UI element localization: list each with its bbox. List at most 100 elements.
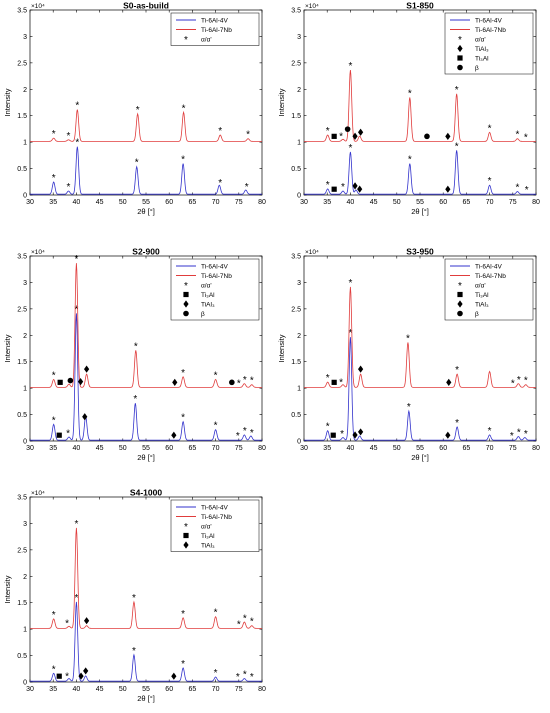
peak-marker bbox=[56, 432, 62, 438]
legend-marker bbox=[457, 310, 463, 317]
legend-marker bbox=[457, 44, 463, 53]
x-tick-label: 60 bbox=[439, 199, 447, 206]
y-exponent-label: ×10⁴ bbox=[31, 249, 45, 256]
peak-marker: * bbox=[134, 341, 138, 352]
peak-marker: * bbox=[218, 126, 222, 137]
peak-marker: * bbox=[181, 155, 185, 166]
y-tick-label: 0 bbox=[23, 680, 27, 687]
y-tick-label: 3.5 bbox=[17, 254, 27, 261]
x-tick-label: 80 bbox=[258, 199, 266, 206]
y-tick-label: 0.5 bbox=[291, 412, 301, 419]
peak-marker bbox=[352, 431, 358, 439]
peak-marker: * bbox=[74, 519, 78, 530]
peak-marker: * bbox=[488, 123, 492, 134]
legend-label: Ti₃Al bbox=[201, 292, 215, 299]
peak-marker: * bbox=[52, 370, 56, 381]
x-tick-label: 60 bbox=[439, 445, 447, 452]
peak-marker: * bbox=[74, 593, 78, 604]
peak-marker bbox=[352, 182, 358, 190]
x-tick-label: 30 bbox=[26, 445, 34, 452]
peak-marker: * bbox=[65, 619, 69, 630]
y-axis-label: Intensity bbox=[3, 88, 12, 116]
x-tick-label: 60 bbox=[165, 445, 173, 452]
x-tick-label: 70 bbox=[212, 199, 220, 206]
y-tick-label: 1.5 bbox=[291, 359, 301, 366]
peak-marker: * bbox=[348, 143, 352, 154]
peak-marker: * bbox=[52, 610, 56, 621]
x-tick-label: 70 bbox=[486, 445, 494, 452]
peak-marker: * bbox=[250, 376, 254, 387]
peak-marker: * bbox=[408, 88, 412, 99]
legend-label: Ti-6Al-7Nb bbox=[201, 27, 232, 34]
legend-marker: * bbox=[458, 35, 462, 46]
peak-marker: * bbox=[237, 378, 241, 389]
x-tick-label: 35 bbox=[49, 199, 57, 206]
legend-marker bbox=[183, 541, 189, 549]
series-line-0 bbox=[30, 313, 262, 441]
x-tick-label: 35 bbox=[323, 445, 331, 452]
peak-marker bbox=[358, 428, 364, 436]
legend-marker: * bbox=[458, 281, 462, 292]
peak-marker: * bbox=[66, 429, 70, 440]
series-line-0 bbox=[304, 150, 536, 195]
legend-marker: * bbox=[184, 35, 188, 46]
legend-label: Ti-6Al-4V bbox=[201, 505, 229, 512]
y-axis-label: Intensity bbox=[277, 334, 286, 362]
peak-marker bbox=[56, 673, 62, 679]
x-tick-label: 30 bbox=[26, 199, 34, 206]
peak-marker bbox=[84, 365, 90, 373]
x-tick-label: 40 bbox=[73, 686, 81, 693]
legend: Ti-6Al-4V Ti-6Al-7Nb * α/α' Ti₃Al TiAl₃ β bbox=[170, 258, 260, 321]
y-axis-label: Intensity bbox=[3, 334, 12, 362]
series-line-1 bbox=[30, 527, 262, 629]
peak-marker: * bbox=[524, 429, 528, 440]
y-tick-label: 3.5 bbox=[17, 8, 27, 15]
y-tick-label: 3 bbox=[23, 34, 27, 41]
x-tick-label: 75 bbox=[509, 199, 517, 206]
y-tick-label: 2.5 bbox=[17, 60, 27, 67]
series-line-1 bbox=[30, 263, 262, 388]
x-tick-label: 50 bbox=[393, 199, 401, 206]
x-tick-label: 80 bbox=[258, 686, 266, 693]
legend-box bbox=[444, 12, 534, 75]
legend-marker bbox=[457, 55, 463, 61]
peak-marker: * bbox=[525, 185, 529, 196]
x-axis-label: 2θ [°] bbox=[137, 207, 155, 216]
peak-marker bbox=[82, 413, 88, 421]
legend-marker bbox=[183, 532, 189, 539]
peak-marker: * bbox=[214, 421, 218, 432]
peak-marker: * bbox=[243, 426, 247, 437]
y-tick-label: 1 bbox=[297, 140, 301, 147]
y-tick-label: 0.5 bbox=[17, 166, 27, 173]
x-tick-label: 40 bbox=[73, 445, 81, 452]
peak-marker bbox=[331, 379, 337, 385]
legend-label: α/α' bbox=[201, 37, 212, 44]
x-tick-label: 60 bbox=[165, 686, 173, 693]
peak-marker: * bbox=[132, 646, 136, 657]
legend-marker bbox=[457, 300, 463, 308]
series-line-1 bbox=[304, 286, 536, 388]
legend-label: β bbox=[475, 65, 479, 72]
x-tick-label: 65 bbox=[189, 199, 197, 206]
peak-marker: * bbox=[182, 103, 186, 114]
legend-label: TiAl₃ bbox=[475, 46, 489, 53]
x-axis-label: 2θ [°] bbox=[411, 453, 429, 462]
peak-marker bbox=[358, 365, 364, 373]
peak-marker: * bbox=[181, 659, 185, 670]
y-tick-label: 1.5 bbox=[17, 359, 27, 366]
y-tick-label: 0 bbox=[23, 193, 27, 200]
x-tick-label: 70 bbox=[212, 445, 220, 452]
peak-marker: * bbox=[236, 672, 240, 683]
y-tick-label: 0 bbox=[297, 193, 301, 200]
peak-marker: * bbox=[510, 431, 514, 442]
peak-marker: * bbox=[236, 431, 240, 442]
legend: Ti-6Al-4V Ti-6Al-7Nb * α/α' TiAl₃ Ti₃Al β bbox=[444, 12, 534, 75]
peak-marker bbox=[446, 378, 452, 386]
peak-marker: * bbox=[348, 278, 352, 289]
peak-marker: * bbox=[245, 182, 249, 193]
legend-label: Ti-6Al-7Nb bbox=[475, 273, 506, 280]
peak-marker: * bbox=[181, 609, 185, 620]
x-axis-label: 2θ [°] bbox=[137, 453, 155, 462]
series-line-0 bbox=[30, 601, 262, 682]
peak-marker: * bbox=[455, 365, 459, 376]
